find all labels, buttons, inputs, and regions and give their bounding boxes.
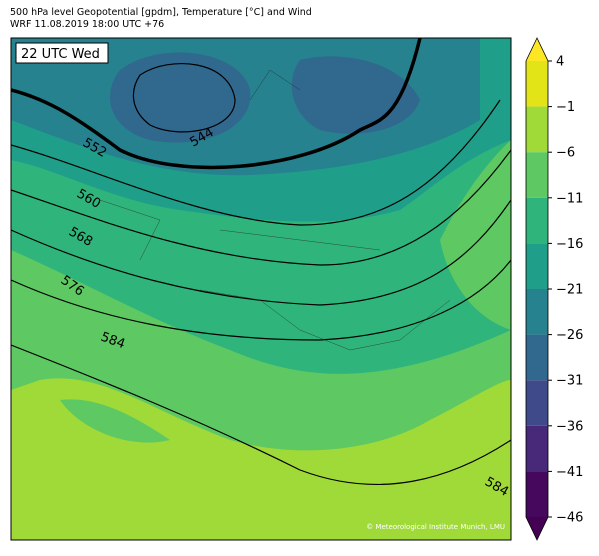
time-label: 22 UTC Wed (21, 47, 100, 62)
map-frame (10, 37, 512, 541)
colorbar-tick-label: −41 (556, 465, 583, 480)
colorbar: 4 −1 −6 −11 −16 −21 −26 −31 −36 −41 −46 (525, 37, 583, 541)
colorbar-tick-label: −26 (556, 328, 583, 343)
colorbar-band (526, 425, 548, 472)
colorbar-band (526, 471, 548, 517)
colorbar-band (526, 380, 548, 426)
colorbar-band (526, 243, 548, 289)
colorbar-tick-label: −46 (556, 511, 583, 526)
colorbar-tick-label: −21 (556, 283, 583, 298)
colorbar-band (526, 106, 548, 153)
colorbar-band (526, 152, 548, 198)
colorbar-tick-label: −6 (556, 146, 575, 161)
colorbar-band (526, 197, 548, 244)
colorbar-extension (526, 517, 548, 540)
copyright: © Meteorological Institute Munich, LMU (366, 523, 505, 531)
colorbar-band (526, 61, 548, 107)
colorbar-tick-label: −1 (556, 100, 575, 115)
colorbar-band (526, 334, 548, 381)
colorbar-band (526, 289, 548, 335)
colorbar-extension (526, 38, 548, 61)
subtitle: WRF 11.08.2019 18:00 UTC +76 (10, 19, 164, 30)
colorbar-tick-label: 4 (556, 55, 564, 70)
colorbar-tick-label: −31 (556, 374, 583, 389)
colorbar-tick-label: −11 (556, 191, 583, 206)
map (11, 38, 511, 540)
title: 500 hPa level Geopotential [gpdm], Tempe… (10, 7, 312, 18)
colorbar-tick-label: −36 (556, 419, 583, 434)
time-box (15, 42, 109, 64)
colorbar-tick-label: −16 (556, 237, 583, 252)
